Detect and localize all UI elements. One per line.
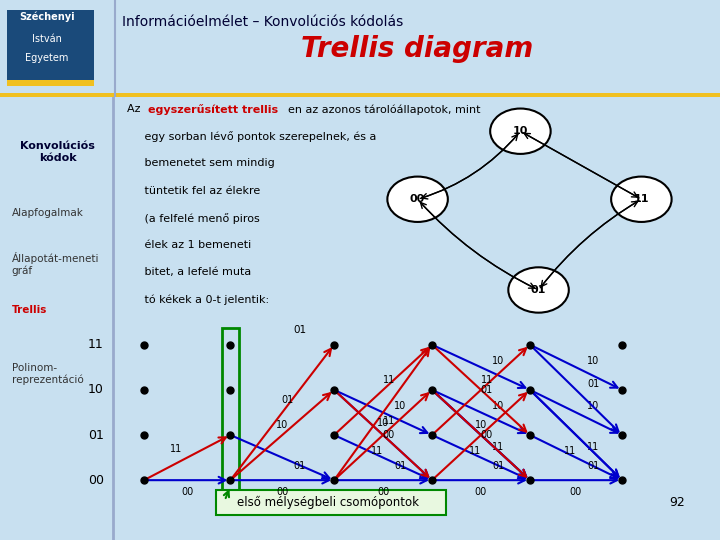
Text: 11: 11 [88,338,104,351]
Text: élek az 1 bemeneti: élek az 1 bemeneti [127,240,251,250]
Text: 01: 01 [587,379,600,389]
Text: Alapfogalmak: Alapfogalmak [12,208,84,218]
Text: Trellis: Trellis [12,305,47,315]
Text: egyszerűsített trellis: egyszerűsített trellis [148,104,279,115]
Bar [0,93,720,97]
Text: 01: 01 [293,326,306,335]
Text: 11: 11 [564,447,577,456]
Text: 00: 00 [474,488,487,497]
Text: 11: 11 [492,442,505,453]
Ellipse shape [611,177,672,222]
Text: 11: 11 [587,442,600,453]
Text: 01: 01 [492,461,505,471]
Text: 01: 01 [293,461,306,471]
Text: 00: 00 [181,488,194,497]
Text: bemenetet sem mindig: bemenetet sem mindig [127,158,275,168]
Text: 00: 00 [88,474,104,487]
Text: 10: 10 [492,356,505,366]
Text: 10: 10 [474,420,487,430]
Text: 10: 10 [492,401,505,411]
Text: 01: 01 [480,385,493,395]
Text: 01: 01 [531,285,546,295]
Text: 01: 01 [282,395,294,405]
Text: Egyetem: Egyetem [25,53,68,64]
Bar [7,10,94,83]
Text: 11: 11 [480,375,493,384]
Text: tó kékek a 0-t jelentik:: tó kékek a 0-t jelentik: [127,294,269,305]
Text: Információelmélet – Konvolúciós kódolás: Információelmélet – Konvolúciós kódolás [122,15,404,29]
Text: 11: 11 [371,447,384,456]
FancyBboxPatch shape [216,490,446,515]
Text: 01: 01 [88,429,104,442]
Text: Trellis diagram: Trellis diagram [302,35,534,63]
Text: bitet, a lefelé muta: bitet, a lefelé muta [127,267,251,278]
Text: 10: 10 [276,420,289,430]
Text: 10: 10 [513,126,528,136]
Text: 10: 10 [88,383,104,396]
Text: Konvolúciós
kódok: Konvolúciós kódok [20,141,95,163]
Text: 00: 00 [480,430,493,440]
Text: tüntetik fel az élekre: tüntetik fel az élekre [127,186,261,195]
Text: egy sorban lévő pontok szerepelnek, és a: egy sorban lévő pontok szerepelnek, és a [127,131,377,142]
Text: 11: 11 [382,375,395,384]
Text: első mélységbeli csomópontok: első mélységbeli csomópontok [238,496,419,509]
Text: 11: 11 [469,447,482,456]
Text: 10: 10 [587,401,600,411]
Text: 01: 01 [394,461,407,471]
Text: 00: 00 [377,488,390,497]
Text: Széchenyi: Széchenyi [19,12,75,22]
Text: 00: 00 [382,430,395,440]
Text: 10: 10 [587,356,600,366]
Text: en az azonos tárolóállapotok, mint: en az azonos tárolóállapotok, mint [287,104,480,114]
Text: Állapotát-meneti
gráf: Állapotát-meneti gráf [12,252,99,276]
Text: Polinom-
reprezentáció: Polinom- reprezentáció [12,363,84,385]
Text: 10: 10 [394,401,407,411]
Text: István: István [32,34,62,44]
Ellipse shape [508,267,569,313]
Text: 11: 11 [169,444,182,454]
Text: 11: 11 [634,194,649,204]
Text: 00: 00 [276,488,289,497]
Text: 00: 00 [410,194,426,204]
Bar [222,328,239,497]
Ellipse shape [387,177,448,222]
Text: 11: 11 [382,416,395,426]
Text: (a felfelé menő piros: (a felfelé menő piros [127,213,260,224]
Text: Az: Az [127,104,144,114]
Text: 01: 01 [587,461,600,471]
Ellipse shape [490,109,551,154]
Text: 10: 10 [377,418,390,428]
Bar [7,80,94,85]
Text: 00: 00 [570,488,582,497]
Text: 92: 92 [670,496,685,509]
